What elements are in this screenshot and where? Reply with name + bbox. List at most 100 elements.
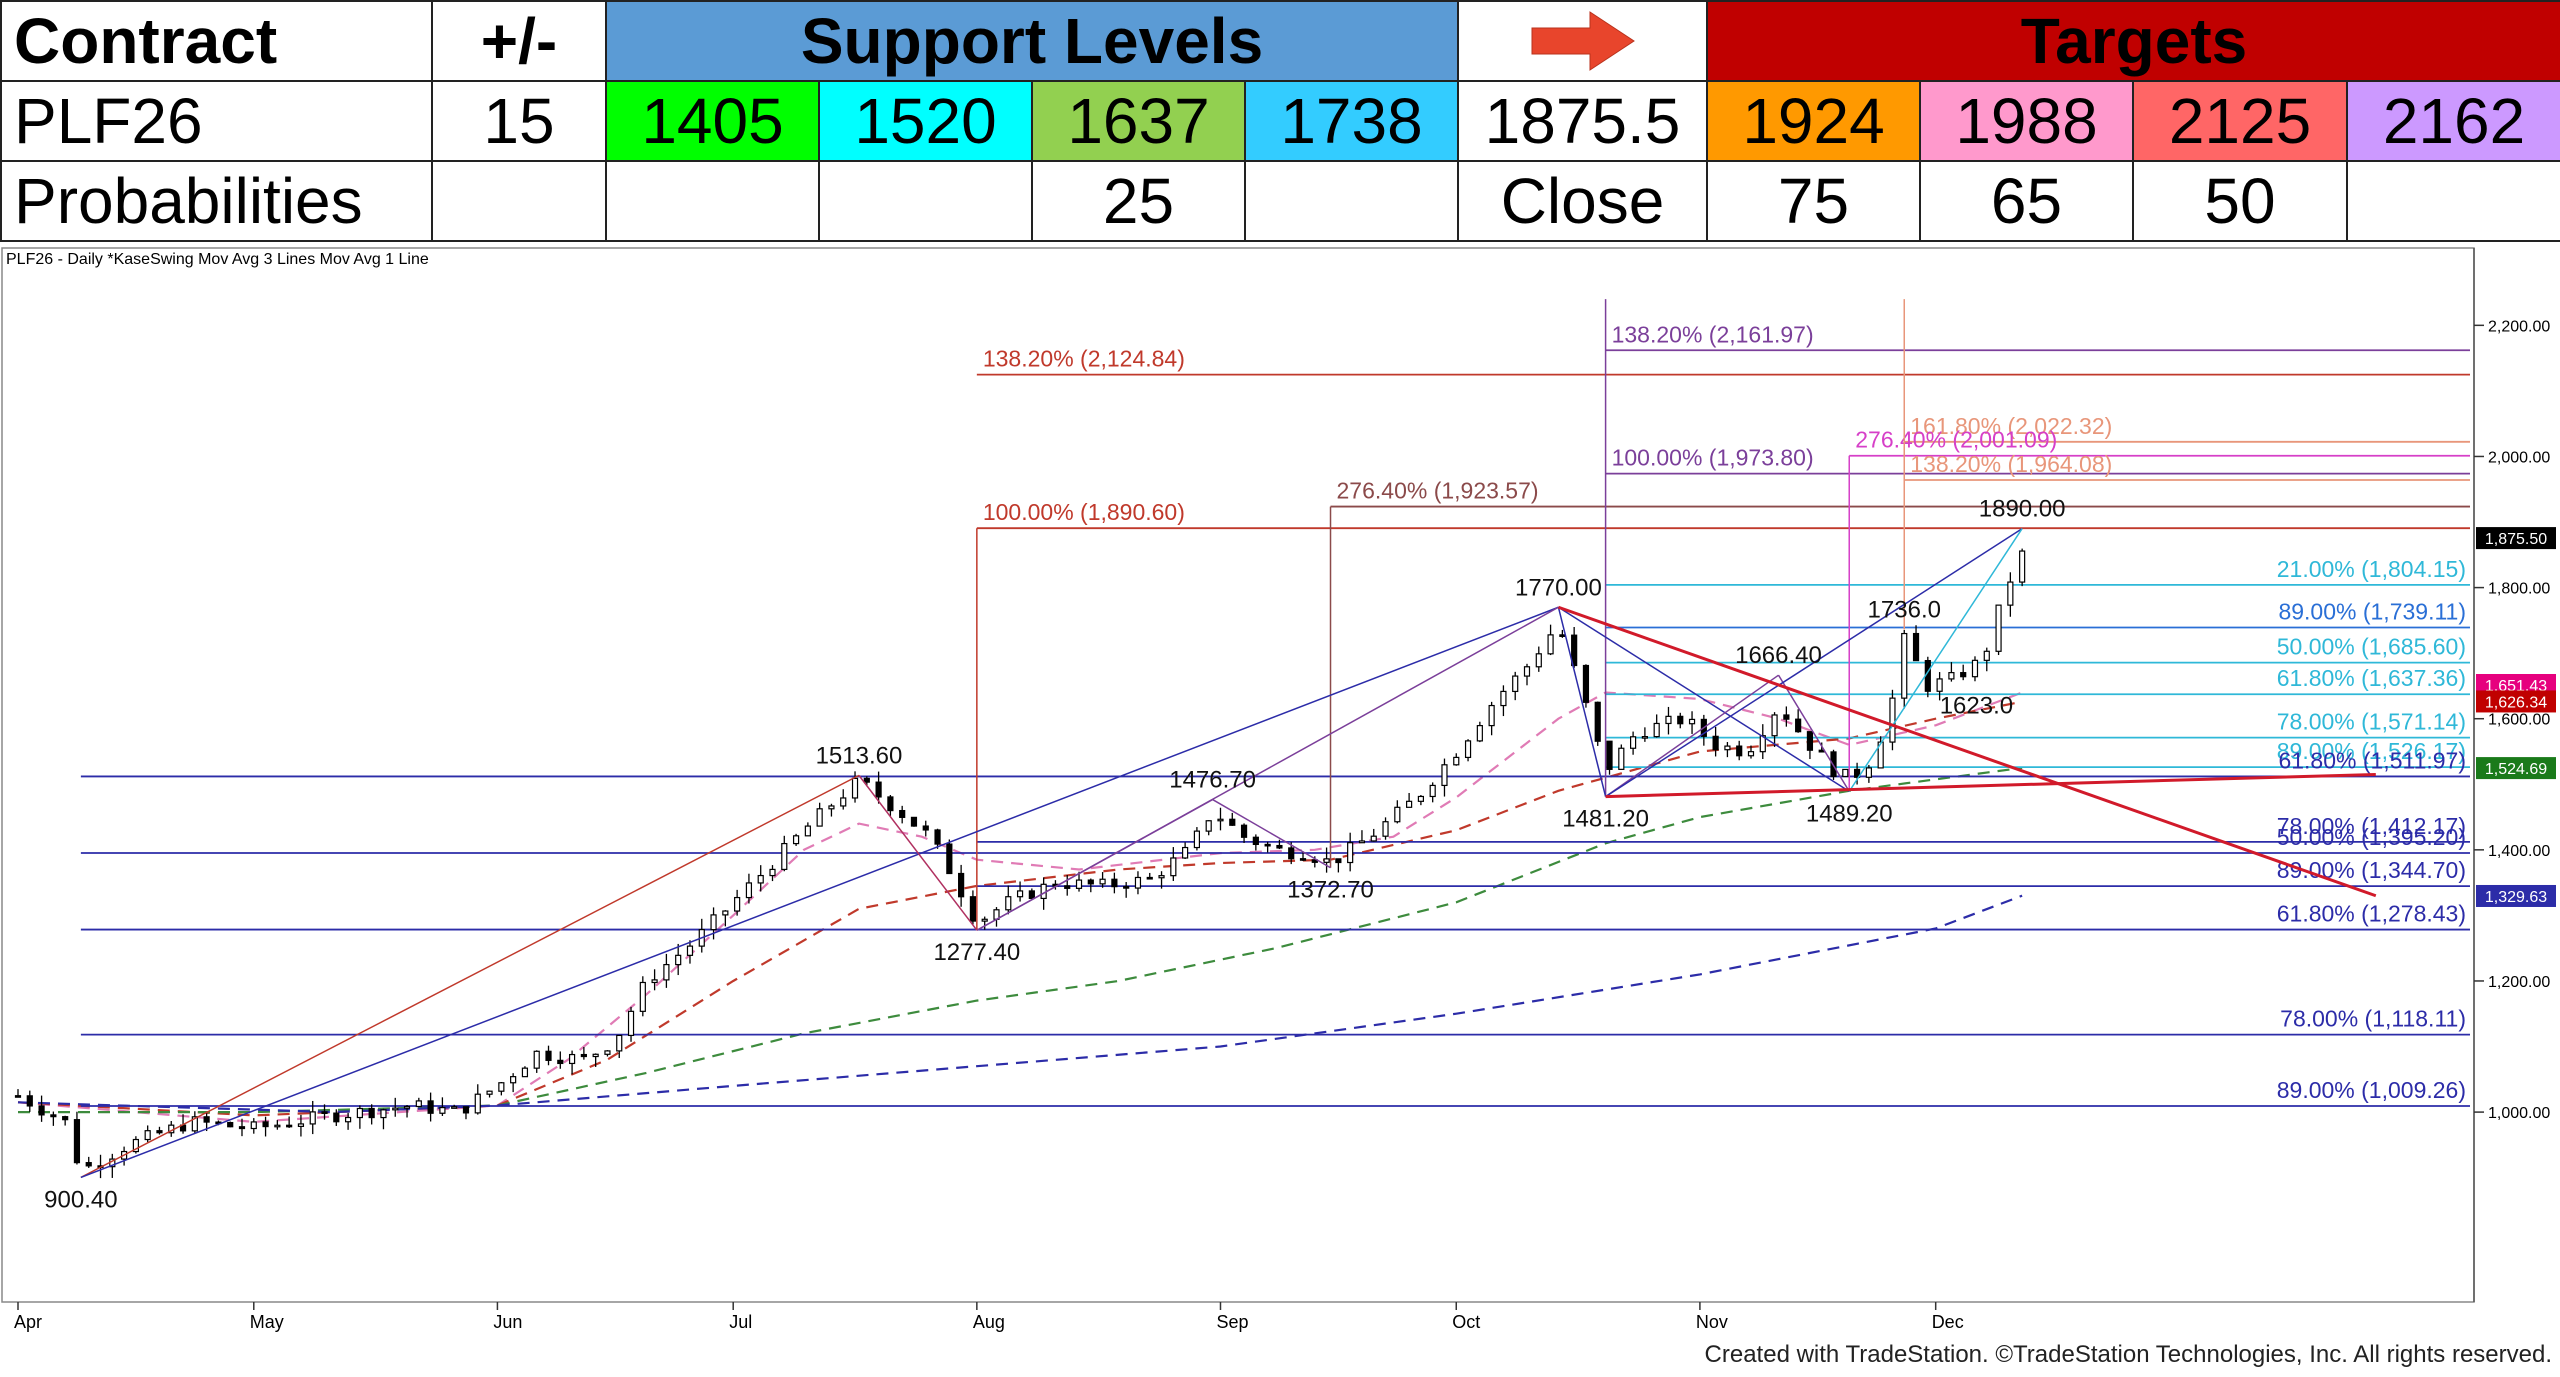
- candle-body: [1712, 735, 1719, 751]
- candle-body: [1028, 890, 1035, 900]
- candle-body: [1736, 745, 1743, 757]
- candle-body: [1075, 879, 1083, 889]
- candle-body: [1523, 666, 1531, 677]
- candle-body: [1299, 858, 1307, 861]
- x-tick-label: Nov: [1696, 1312, 1728, 1332]
- fib-level-label: 138.20% (1,964.08): [1910, 451, 2112, 477]
- candle-body: [486, 1090, 493, 1095]
- candle-body: [1134, 876, 1142, 889]
- candle-body: [1441, 764, 1448, 787]
- candle-body: [840, 797, 847, 807]
- candle-body: [981, 918, 988, 922]
- candle-body: [1936, 678, 1943, 692]
- candle-body: [863, 777, 870, 783]
- candle-body: [1064, 885, 1071, 889]
- fib-level-label: 78.00% (1,571.14): [2277, 709, 2466, 735]
- candle-body: [1146, 876, 1153, 880]
- candle-body: [1311, 859, 1318, 863]
- candle-body: [1594, 701, 1601, 742]
- candle-body: [474, 1093, 481, 1114]
- target-level-cell: 2125: [2132, 80, 2348, 162]
- support-prob-cell: 25: [1031, 160, 1246, 242]
- candle-body: [580, 1053, 587, 1058]
- candle-body: [627, 1010, 635, 1037]
- fib-level-label: 21.00% (1,804.15): [2277, 556, 2466, 582]
- candle-body: [356, 1107, 363, 1119]
- candle-body: [1606, 740, 1613, 770]
- fib-level-label: 138.20% (2,161.97): [1612, 321, 1814, 347]
- fib-level-label: 89.00% (1,739.11): [2278, 599, 2466, 625]
- x-tick-label: Apr: [14, 1312, 42, 1332]
- trend-line: [1848, 528, 2023, 792]
- candle-body: [1276, 844, 1283, 849]
- candle-body: [757, 874, 764, 884]
- fib-level-label: 89.00% (1,344.70): [2277, 857, 2466, 883]
- fib-level-label: 50.00% (1,395.20): [2277, 824, 2466, 850]
- candle-body: [1535, 653, 1542, 668]
- candle-body: [1948, 672, 1955, 680]
- candle-body: [1476, 725, 1483, 742]
- candle-body: [403, 1105, 411, 1109]
- candle-body: [1464, 740, 1472, 759]
- candle-body: [922, 825, 929, 831]
- candle-body: [1853, 768, 1861, 778]
- support-level-cell: 1738: [1244, 80, 1459, 162]
- candle-body: [1193, 830, 1201, 849]
- target-level-cell: 1924: [1706, 80, 1921, 162]
- candle-body: [899, 809, 906, 818]
- candle-body: [191, 1116, 198, 1132]
- candle-body: [1323, 858, 1330, 863]
- price-chart: PLF26 - Daily *KaseSwing Mov Avg 3 Lines…: [0, 246, 2560, 1372]
- swing-label: 1623.0: [1940, 693, 2013, 720]
- candle-body: [1240, 824, 1248, 838]
- candle-body: [1724, 745, 1731, 751]
- fib-level-label: 276.40% (1,923.57): [1337, 478, 1539, 504]
- candle-body: [262, 1121, 269, 1128]
- trend-line: [1605, 527, 2023, 798]
- swing-label: 1372.70: [1287, 877, 1374, 904]
- candle-body: [1453, 756, 1460, 766]
- swing-label: 1513.60: [816, 742, 903, 769]
- contract-header: Contract: [0, 0, 433, 82]
- candle-body: [1771, 714, 1778, 737]
- candle-body: [297, 1123, 305, 1127]
- targets-header: Targets: [1706, 0, 2560, 82]
- values-row: PLF26 15 1405 1520 1637 1738 1875.5 1924…: [0, 80, 2560, 162]
- price-badge-label: 1,875.50: [2485, 531, 2547, 548]
- candle-body: [392, 1107, 399, 1111]
- fib-level-label: 61.80% (1,278.43): [2277, 901, 2466, 927]
- candle-body: [816, 808, 823, 827]
- candle-body: [144, 1130, 151, 1141]
- chart-title: PLF26 - Daily *KaseSwing Mov Avg 3 Lines…: [6, 251, 429, 268]
- candle-body: [792, 835, 800, 845]
- candle-body: [321, 1111, 328, 1114]
- candle-body: [875, 781, 882, 798]
- candle-body: [616, 1034, 623, 1052]
- candle-body: [1170, 857, 1177, 877]
- candle-body: [1747, 751, 1755, 757]
- candle-body: [1665, 715, 1672, 725]
- target-level-cell: 1988: [1919, 80, 2134, 162]
- candle-body: [734, 896, 741, 912]
- candle-body: [50, 1114, 57, 1118]
- candle-body: [887, 796, 894, 812]
- swing-labels: 900.40 1513.60 1277.40 1476.70 1372.70 1770.0…: [44, 496, 2065, 1214]
- candle-body: [1005, 896, 1012, 911]
- candle-body: [675, 954, 682, 966]
- candle-body: [498, 1082, 505, 1092]
- candle-body: [1865, 767, 1872, 778]
- candle-body: [1111, 878, 1118, 888]
- y-tick-label: 2,200.00: [2488, 318, 2550, 335]
- candle-body: [1582, 664, 1590, 703]
- candle-body: [1783, 714, 1790, 720]
- trend-line: [858, 774, 978, 931]
- support-levels-header: Support Levels: [605, 0, 1459, 82]
- swing-label: 1890.00: [1979, 496, 2066, 523]
- candle-body: [1205, 820, 1212, 832]
- copyright-footer: Created with TradeStation. ©TradeStation…: [1705, 1341, 2552, 1368]
- candle-body: [286, 1124, 293, 1128]
- candle-body: [1429, 784, 1436, 798]
- candle-body: [934, 829, 941, 845]
- swing-label: 1736.0: [1868, 597, 1941, 624]
- candle-body: [533, 1050, 540, 1069]
